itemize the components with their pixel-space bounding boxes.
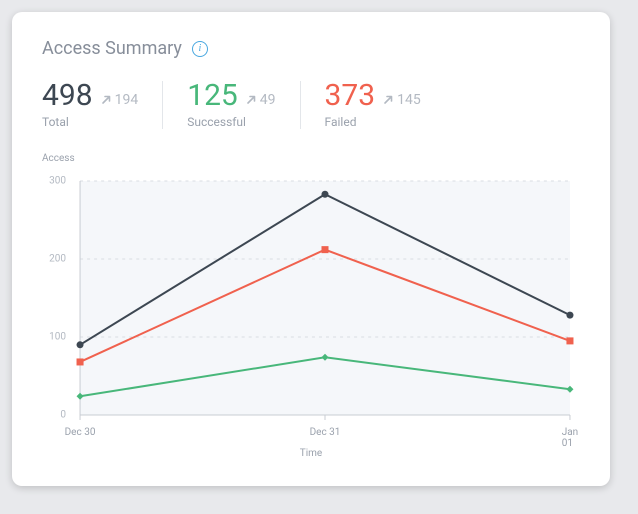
stat-total-delta-value: 194 — [115, 92, 139, 108]
x-axis-title: Time — [300, 448, 322, 459]
stat-failed-value: 373 — [325, 81, 376, 111]
x-tick-label: Jan 01 — [562, 427, 578, 449]
y-tick-label: 0 — [42, 410, 66, 421]
stat-failed-delta: 145 — [383, 92, 421, 108]
stat-successful-value: 125 — [187, 81, 238, 111]
chart-plot: 0100200300Dec 30Dec 31Jan 01 — [70, 173, 580, 423]
y-tick-label: 100 — [42, 332, 66, 343]
x-tick-label: Dec 31 — [310, 427, 341, 438]
title-row: Access Summary i — [42, 38, 580, 59]
stats-row: 498 194 Total 125 49 Successful 373 — [42, 81, 580, 129]
y-tick-label: 200 — [42, 254, 66, 265]
stat-failed-delta-value: 145 — [397, 92, 421, 108]
stat-total: 498 194 Total — [42, 81, 162, 129]
y-tick-label: 300 — [42, 176, 66, 187]
arrow-up-right-icon — [383, 94, 394, 105]
stat-total-value: 498 — [42, 81, 93, 111]
info-icon[interactable]: i — [192, 41, 208, 57]
access-chart: Access 0100200300Dec 30Dec 31Jan 01 Time — [42, 153, 580, 453]
stat-successful-delta-value: 49 — [260, 92, 276, 108]
stat-failed: 373 145 Failed — [300, 81, 445, 129]
stat-total-label: Total — [42, 115, 138, 129]
arrow-up-right-icon — [101, 94, 112, 105]
y-axis-title: Access — [42, 153, 75, 164]
stat-successful-delta: 49 — [246, 92, 276, 108]
stat-total-delta: 194 — [101, 92, 139, 108]
stat-failed-label: Failed — [325, 115, 421, 129]
stat-successful: 125 49 Successful — [162, 81, 299, 129]
stat-successful-label: Successful — [187, 115, 275, 129]
access-summary-card: Access Summary i 498 194 Total 125 49 S — [12, 12, 610, 486]
arrow-up-right-icon — [246, 94, 257, 105]
x-tick-label: Dec 30 — [65, 427, 96, 438]
card-title: Access Summary — [42, 38, 182, 59]
